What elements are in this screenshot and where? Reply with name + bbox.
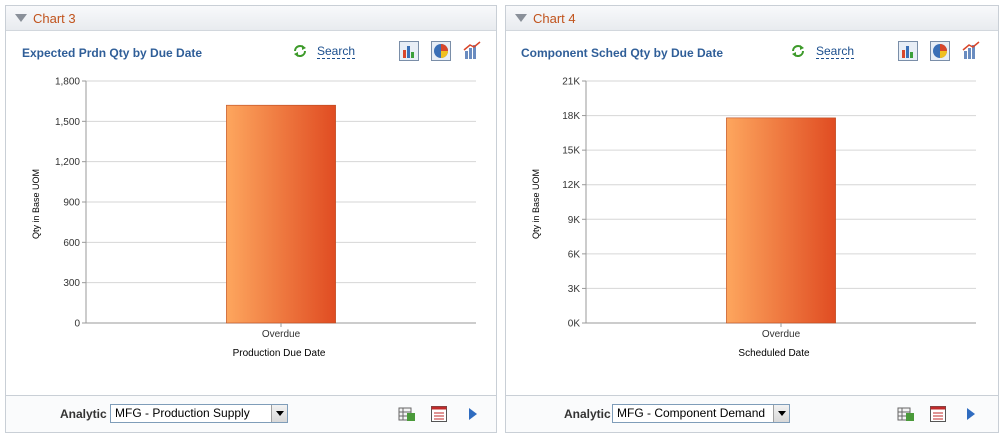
y-tick-label: 12K <box>562 180 580 191</box>
y-tick-label: 900 <box>63 198 80 209</box>
y-axis-title: Qty in Base UOM <box>531 168 541 240</box>
analytic-select[interactable]: MFG - Component Demand <box>612 404 790 423</box>
y-tick-label: 9K <box>568 215 581 226</box>
analytic-select-value: MFG - Production Supply <box>115 406 250 420</box>
y-tick-label: 3K <box>568 284 581 295</box>
analytic-label: Analytic <box>564 407 611 421</box>
chart-title: Component Sched Qty by Due Date <box>521 46 724 60</box>
chart-3-panel: Chart 3 Expected Prdn Qty by Due Date Se… <box>5 5 497 433</box>
panel-header: Chart 4 <box>506 6 998 31</box>
y-tick-label: 1,800 <box>55 77 80 88</box>
play-arrow-icon[interactable] <box>962 405 980 423</box>
y-tick-label: 0K <box>568 319 581 330</box>
y-tick-label: 1,500 <box>55 117 80 128</box>
y-tick-label: 18K <box>562 111 580 122</box>
y-tick-label: 300 <box>63 278 80 289</box>
bar-chart-icon[interactable] <box>898 41 918 61</box>
play-arrow-icon[interactable] <box>464 405 482 423</box>
analytic-label: Analytic <box>60 407 107 421</box>
y-tick-label: 600 <box>63 238 80 249</box>
chart-title: Expected Prdn Qty by Due Date <box>22 46 203 60</box>
y-tick-label: 21K <box>562 77 580 88</box>
bar-overdue <box>226 104 336 324</box>
panel-footer: Analytic MFG - Component Demand <box>506 395 998 432</box>
panel-title: Chart 3 <box>33 11 76 26</box>
search-link[interactable]: Search <box>317 44 356 59</box>
grid-view-icon[interactable] <box>897 405 915 423</box>
y-tick-label: 0 <box>74 319 80 330</box>
bar-chart-icon[interactable] <box>399 41 419 61</box>
grid-view-icon[interactable] <box>398 405 416 423</box>
y-tick-label: 6K <box>568 249 581 260</box>
report-icon[interactable] <box>430 405 448 423</box>
analytic-select-value: MFG - Component Demand <box>617 406 766 420</box>
pie-chart-icon[interactable] <box>930 41 950 61</box>
x-axis-title: Scheduled Date <box>738 348 810 359</box>
chevron-down-icon[interactable] <box>773 405 789 422</box>
refresh-icon[interactable] <box>790 43 806 59</box>
collapse-arrow-icon[interactable] <box>15 14 27 22</box>
bar-overdue <box>726 117 836 324</box>
y-axis-title: Qty in Base UOM <box>31 168 41 240</box>
x-axis-title: Production Due Date <box>232 348 326 359</box>
y-tick-label: 1,200 <box>55 157 80 168</box>
panel-footer: Analytic MFG - Production Supply <box>6 395 496 432</box>
analytic-select[interactable]: MFG - Production Supply <box>110 404 288 423</box>
pie-chart-icon[interactable] <box>431 41 451 61</box>
chart-options-icon[interactable] <box>961 41 981 61</box>
bar-chart: 0K 3K 6K 9K 12K 15K 18K 21K Overdue <box>562 77 976 340</box>
chart-options-icon[interactable] <box>462 41 482 61</box>
chart-4-panel: Chart 4 Component Sched Qty by Due Date … <box>505 5 999 433</box>
refresh-icon[interactable] <box>292 43 308 59</box>
y-tick-label: 15K <box>562 146 580 157</box>
x-tick-label: Overdue <box>262 329 301 340</box>
search-link[interactable]: Search <box>816 44 855 59</box>
panel-header: Chart 3 <box>6 6 496 31</box>
collapse-arrow-icon[interactable] <box>515 14 527 22</box>
chevron-down-icon[interactable] <box>271 405 287 422</box>
panel-title: Chart 4 <box>533 11 576 26</box>
bar-chart: 0 300 600 900 1,200 1,500 1,800 Overdue <box>55 77 476 340</box>
report-icon[interactable] <box>929 405 947 423</box>
x-tick-label: Overdue <box>762 329 801 340</box>
